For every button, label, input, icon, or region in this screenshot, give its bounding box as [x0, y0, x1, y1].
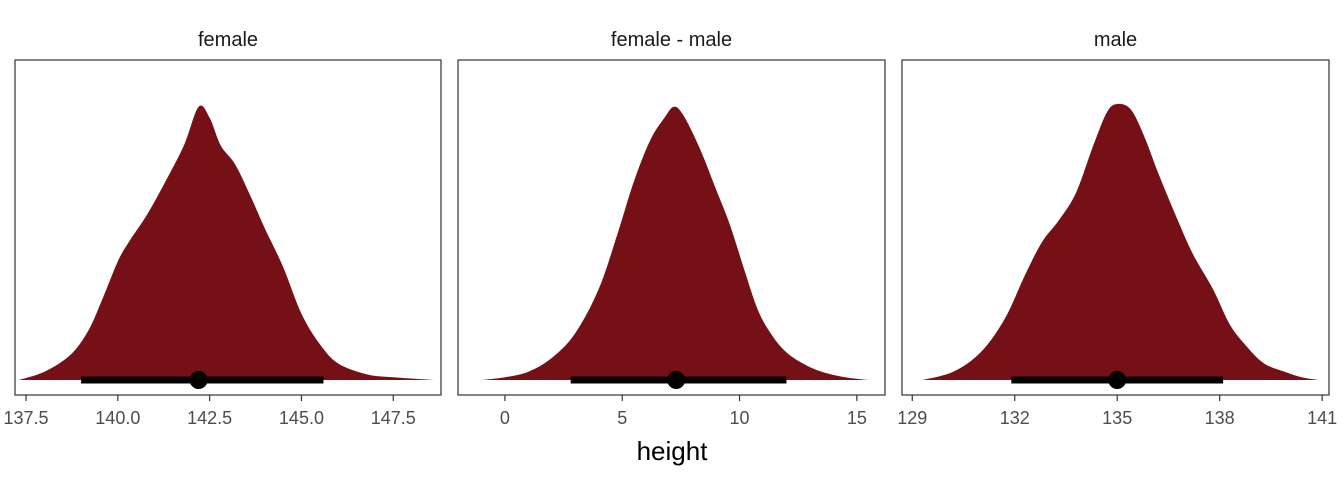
x-axis-title: height [637, 436, 709, 466]
facet-panel-2: male 129 132 135 138 141 [897, 29, 1337, 428]
x-tick-label: 10 [730, 408, 750, 428]
facet-title: female - male [611, 29, 732, 51]
x-tick-label: 140.0 [95, 408, 140, 428]
x-tick-label: 135 [1102, 408, 1132, 428]
x-tick-label: 137.5 [3, 408, 48, 428]
x-tick-label: 147.5 [371, 408, 416, 428]
point-estimate [189, 371, 208, 389]
x-tick-label: 145.0 [279, 408, 324, 428]
x-tick-label: 138 [1205, 408, 1235, 428]
facet-panel-1: female - male 0 5 10 15 [457, 29, 886, 428]
x-tick-label: 132 [1000, 408, 1030, 428]
facet-title: male [1094, 29, 1137, 51]
point-estimate [1108, 371, 1127, 389]
facet-panel-0: female 137.5 140.0 142.5 145.0 147.5 [3, 29, 442, 428]
density-area [18, 105, 434, 381]
point-estimate [667, 371, 686, 389]
x-tick-label: 142.5 [187, 408, 232, 428]
density-area [481, 106, 869, 380]
density-area [922, 103, 1319, 380]
x-tick-label: 5 [617, 408, 627, 428]
x-tick-label: 129 [897, 408, 927, 428]
x-tick-label: 15 [847, 408, 867, 428]
facet-title: female [198, 29, 258, 51]
x-tick-label: 141 [1307, 408, 1337, 428]
x-tick-label: 0 [500, 408, 510, 428]
